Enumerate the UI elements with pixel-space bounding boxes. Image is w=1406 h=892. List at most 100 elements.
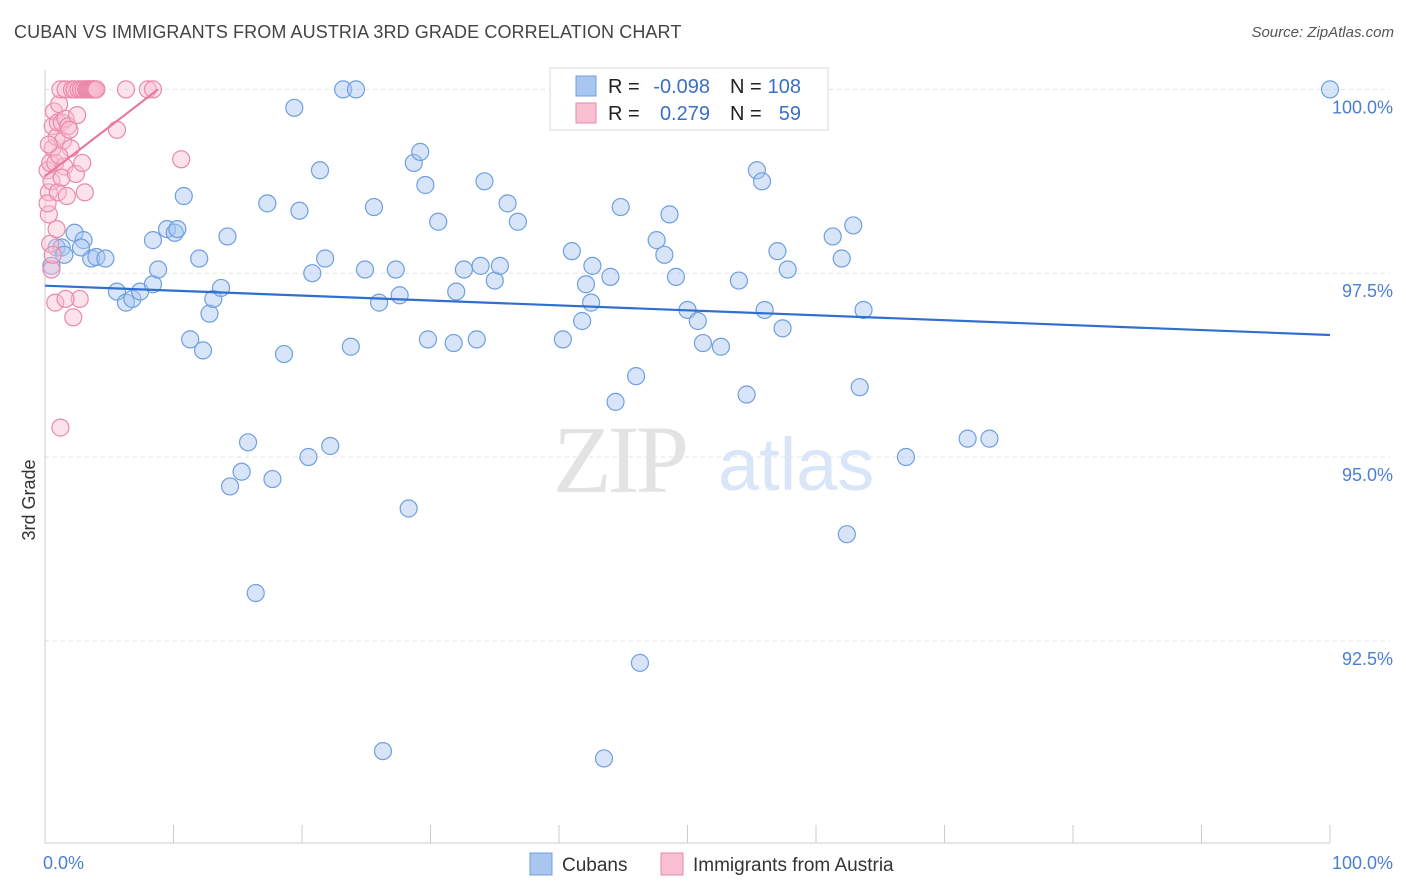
point-cubans-86 — [711, 337, 731, 356]
point-cubans-67 — [553, 330, 572, 349]
y-tick-labels: 100.0% 97.5% 95.0% 92.5% — [1332, 97, 1393, 668]
point-cubans-65 — [498, 194, 517, 213]
point-cubans-100 — [854, 300, 873, 320]
point-cubans-12 — [123, 289, 142, 309]
point-cubans-104 — [1320, 80, 1340, 99]
y-tick-label-2: 95.0% — [1342, 465, 1393, 485]
watermark-zip: ZIP — [553, 406, 686, 513]
legend-r-label-cubans: R = — [608, 76, 640, 98]
watermark-atlas: atlas — [718, 423, 874, 506]
point-austria-51 — [66, 164, 85, 184]
point-cubans-16 — [148, 260, 168, 279]
point-austria-10 — [42, 172, 61, 191]
point-austria-57 — [172, 150, 191, 169]
point-cubans-96 — [832, 249, 851, 268]
point-cubans-92 — [768, 242, 787, 261]
y-tick-label-1: 97.5% — [1342, 281, 1393, 301]
point-cubans-35 — [285, 98, 304, 117]
point-cubans-64 — [490, 256, 509, 275]
point-austria-21 — [46, 293, 65, 312]
point-cubans-72 — [583, 256, 602, 275]
point-cubans-36 — [290, 201, 309, 220]
point-austria-52 — [73, 153, 92, 173]
point-cubans-68 — [562, 242, 581, 261]
point-cubans-19 — [168, 219, 187, 239]
point-austria-58 — [39, 135, 58, 154]
point-cubans-81 — [660, 205, 679, 224]
point-cubans-101 — [896, 447, 916, 467]
legend-n-value-cubans: 108 — [768, 76, 801, 98]
point-cubans-8 — [71, 238, 91, 257]
point-cubans-54 — [416, 175, 435, 195]
point-cubans-15 — [143, 231, 163, 250]
point-cubans-32 — [258, 194, 277, 213]
point-cubans-37 — [299, 447, 318, 467]
point-cubans-71 — [582, 293, 601, 312]
point-cubans-99 — [850, 378, 869, 397]
point-cubans-47 — [370, 293, 389, 312]
point-cubans-5 — [74, 231, 93, 250]
point-austria-29 — [68, 106, 87, 125]
point-cubans-30 — [238, 433, 258, 452]
y-tick-label-3: 92.5% — [1342, 649, 1393, 669]
point-cubans-91 — [755, 300, 774, 320]
series-austria-points — [38, 80, 191, 437]
point-austria-48 — [47, 219, 66, 239]
point-cubans-90 — [752, 172, 772, 191]
point-cubans-28 — [220, 477, 240, 496]
point-cubans-84 — [688, 311, 707, 331]
bottom-legend-label-cubans: Cubans — [562, 855, 628, 876]
point-cubans-27 — [218, 227, 237, 246]
point-cubans-62 — [475, 172, 494, 191]
point-cubans-22 — [190, 249, 209, 268]
legend-r-value-cubans: -0.098 — [653, 76, 710, 98]
point-cubans-69 — [573, 311, 592, 331]
point-cubans-40 — [316, 249, 335, 268]
point-austria-50 — [60, 120, 79, 139]
point-cubans-73 — [594, 749, 614, 768]
point-austria-26 — [57, 186, 76, 206]
point-cubans-66 — [508, 212, 527, 231]
point-cubans-60 — [467, 330, 486, 349]
point-cubans-7 — [87, 247, 106, 267]
point-cubans-29 — [232, 462, 251, 481]
point-cubans-59 — [454, 260, 474, 279]
point-austria-19 — [56, 109, 75, 128]
source-label: Source: ZipAtlas.com — [1251, 24, 1394, 41]
trend-lines — [44, 88, 1331, 337]
series-legend: Cubans Immigrants from Austria — [529, 852, 894, 876]
y-axis-label: 3rd Grade — [19, 459, 39, 540]
x-tick-labels: 0.0% 100.0% — [43, 853, 1393, 873]
point-cubans-44 — [346, 80, 366, 99]
axes — [44, 70, 1331, 844]
point-cubans-46 — [364, 197, 384, 217]
point-cubans-50 — [390, 286, 409, 305]
point-cubans-9 — [96, 249, 115, 268]
point-austria-33 — [75, 183, 94, 202]
point-cubans-98 — [844, 216, 863, 235]
bottom-legend-swatch-austria — [660, 852, 684, 876]
point-cubans-82 — [666, 267, 686, 286]
point-cubans-57 — [444, 333, 463, 353]
legend-n-value-austria: 59 — [779, 103, 801, 125]
legend-n-label-austria: N = — [730, 103, 762, 125]
point-austria-43 — [64, 308, 83, 327]
trend-line-cubans — [44, 284, 1331, 337]
legend-swatch-austria — [575, 102, 597, 124]
point-cubans-58 — [447, 282, 466, 301]
point-austria-53 — [107, 120, 127, 139]
x-tick-label-0: 0.0% — [43, 853, 84, 873]
point-cubans-24 — [200, 304, 219, 323]
point-cubans-79 — [647, 231, 666, 250]
point-cubans-34 — [274, 344, 294, 364]
point-cubans-61 — [471, 256, 490, 275]
grid-lines — [45, 88, 1390, 642]
bottom-legend-label-austria: Immigrants from Austria — [693, 855, 894, 876]
series-cubans-points — [42, 80, 1340, 768]
point-austria-56 — [143, 80, 163, 99]
point-cubans-74 — [601, 267, 620, 286]
point-austria-20 — [48, 183, 67, 202]
legend-r-label-austria: R = — [608, 103, 640, 125]
point-austria-45 — [56, 289, 75, 309]
